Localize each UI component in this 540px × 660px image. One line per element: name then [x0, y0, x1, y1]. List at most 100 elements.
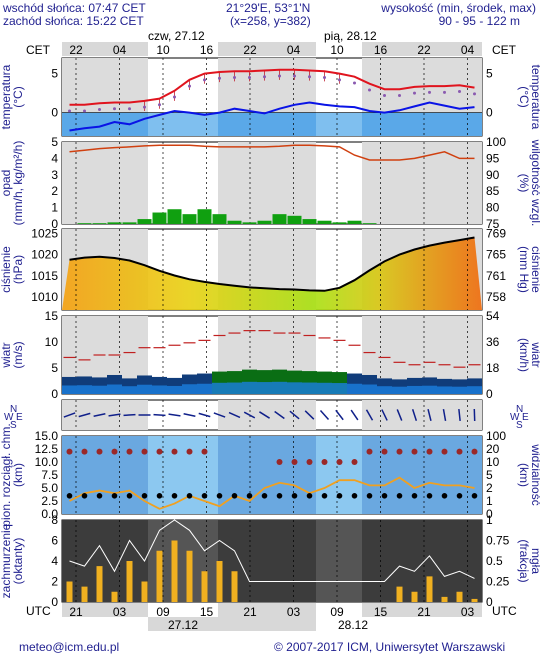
- feels-like-point: [83, 109, 86, 113]
- cloud-bar: [471, 598, 478, 602]
- left-tick: 1015: [31, 269, 58, 283]
- compass-n-right: N: [516, 404, 523, 415]
- coordinates-label: 21°29'E, 53°1'N: [226, 1, 311, 15]
- compass-s-right: S: [516, 420, 523, 431]
- right-axis-title: (km/h): [517, 338, 531, 372]
- right-axis-title: (°C): [517, 86, 531, 107]
- bottom-night-band: [62, 603, 148, 617]
- night-band: [218, 142, 316, 224]
- cloud-top-point: [156, 448, 163, 455]
- left-tick: 0: [51, 387, 58, 401]
- wind-arrow: [168, 413, 181, 417]
- cloud-bar: [111, 591, 118, 602]
- cloud-top-point: [471, 448, 478, 455]
- cloud-base-point: [336, 493, 343, 499]
- left-axis-title: pion. rozciągł. chm.: [0, 423, 13, 526]
- cloud-base-point: [156, 493, 163, 499]
- cloud-base-point: [441, 493, 448, 499]
- right-tick: 758: [486, 290, 506, 304]
- wind-low-bar: [227, 382, 242, 394]
- bottom-tz-left: UTC: [26, 604, 51, 618]
- wind-low-bar: [467, 386, 482, 394]
- bottom-hour-label: 15: [200, 605, 214, 619]
- footer-email[interactable]: meteo@icm.edu.pl: [19, 640, 120, 654]
- precip-bar: [197, 209, 212, 224]
- wind-arrow: [213, 412, 226, 418]
- night-band: [362, 400, 482, 430]
- wind-low-bar: [437, 386, 452, 394]
- right-axis-title: (mm Hg): [517, 246, 531, 293]
- right-axis-title: widzialność: [529, 443, 540, 505]
- precip-bar: [227, 220, 242, 224]
- wind-low-bar: [407, 385, 422, 394]
- precip-bar: [362, 223, 377, 224]
- wind-arrow: [93, 413, 106, 417]
- feels-like-point: [383, 93, 386, 97]
- wind-arrow: [274, 410, 285, 420]
- feels-like-point: [278, 74, 281, 78]
- cloud-base-point: [66, 493, 73, 499]
- precip-bar: [167, 209, 182, 224]
- left-axis-title: temperatura: [0, 64, 13, 129]
- bottom-hour-label: 03: [287, 605, 301, 619]
- cloud-bar: [426, 576, 433, 602]
- right-axis-title: (km): [517, 463, 531, 487]
- left-tick: 0.0: [41, 507, 58, 521]
- top-hour-label: 22: [243, 43, 257, 57]
- left-tick: 0: [51, 106, 58, 120]
- cloud-bar: [396, 586, 403, 602]
- precip-bar: [347, 220, 362, 224]
- wind-arrow: [153, 413, 166, 417]
- left-axis-title: (hPa): [11, 255, 25, 284]
- wind-low-bar: [182, 384, 197, 394]
- right-axis-title: ciśnienie: [529, 246, 540, 293]
- precip-bar: [332, 222, 347, 224]
- top-tz-left: CET: [26, 43, 50, 57]
- left-tick: 15.0: [35, 429, 59, 443]
- feels-like-point: [113, 107, 116, 111]
- right-axis-title: (frakcja): [517, 539, 531, 582]
- left-axis-title: (oktanty): [11, 538, 25, 585]
- cloud-bar: [201, 571, 208, 602]
- right-tick: 761: [486, 269, 506, 283]
- feels-like-point: [323, 76, 326, 79]
- cloud-base-point: [351, 493, 358, 499]
- humidity-series: [69, 144, 475, 161]
- date-band-day1: [148, 617, 316, 631]
- sunset-label: zachód słońca: 15:22 CET: [3, 14, 144, 28]
- feels-like-point: [143, 105, 146, 109]
- left-axis-title: wiatr: [0, 342, 13, 368]
- wind-arrow: [458, 408, 461, 422]
- cloud-base-point: [96, 493, 103, 499]
- wind-low-bar: [152, 385, 167, 394]
- left-tick: 10: [45, 335, 59, 349]
- left-tick: 2: [51, 184, 58, 198]
- left-tick: 10.0: [35, 455, 59, 469]
- cloud-top-point: [306, 459, 313, 465]
- cloud-top-point: [456, 448, 463, 455]
- left-tick: 6: [51, 534, 58, 548]
- wind-low-bar: [422, 385, 437, 394]
- left-axis-title: opad: [0, 170, 13, 197]
- right-tick: 54: [486, 309, 500, 323]
- wind-arrow: [243, 411, 256, 419]
- night-band: [362, 142, 482, 224]
- cloud-base-point: [276, 493, 283, 499]
- wind-low-bar: [257, 382, 272, 394]
- cloud-base-point: [201, 493, 208, 499]
- day-band: [316, 520, 362, 602]
- wind-low-bar: [317, 382, 332, 394]
- cloud-top-point: [276, 459, 283, 465]
- top-hour-label: 22: [417, 43, 431, 57]
- cloud-base-point: [231, 493, 238, 499]
- right-axis-title: (%): [517, 174, 531, 193]
- top-hour-label: 10: [330, 43, 344, 57]
- cloud-bar: [96, 566, 103, 602]
- wind-arrow: [304, 410, 315, 420]
- compass-e: E: [16, 412, 23, 423]
- left-tick: 0: [51, 595, 58, 609]
- left-tick: 5.0: [41, 481, 58, 495]
- bottom-hour-label: 21: [243, 605, 257, 619]
- left-tick: 2.5: [41, 494, 58, 508]
- feels-like-point: [353, 81, 356, 85]
